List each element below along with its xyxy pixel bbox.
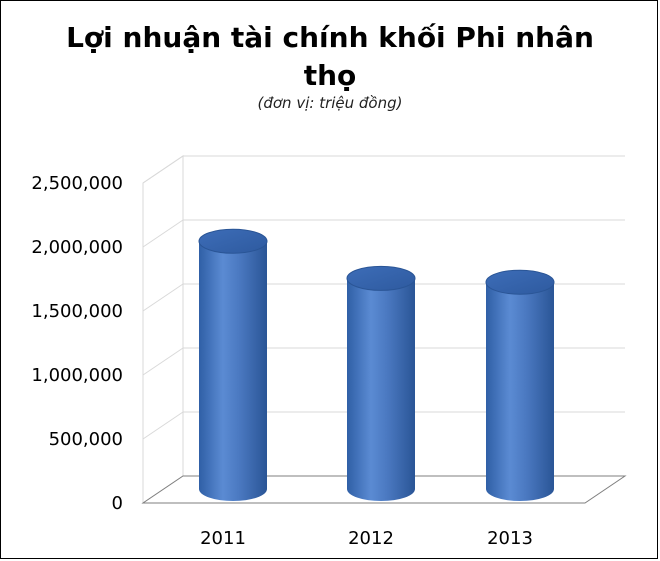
gridline-side <box>142 219 184 248</box>
bar-top <box>346 265 416 291</box>
y-tick-label: 2,500,000 <box>31 173 123 194</box>
chart-title-line1: Lợi nhuận tài chính khối Phi nhân <box>66 21 594 54</box>
chart-title-line2: thọ <box>303 59 357 92</box>
gridline-side <box>142 283 184 312</box>
y-tick-label: 1,000,000 <box>31 365 123 386</box>
side-wall <box>142 155 184 504</box>
bar-body <box>486 282 554 501</box>
bar <box>198 228 268 502</box>
y-axis-ticks: 0 500,000 1,000,000 1,500,000 2,000,000 2,500… <box>31 173 123 514</box>
x-tick-label: 2011 <box>200 528 246 549</box>
x-axis-ticks: 2011 2012 2013 <box>200 528 533 549</box>
y-tick-label: 500,000 <box>49 429 123 450</box>
gridline-side <box>142 155 184 184</box>
gridline-side <box>142 347 184 376</box>
bar-top <box>198 228 268 254</box>
gridline-side <box>142 411 184 440</box>
bar-top <box>485 269 555 295</box>
bars <box>198 228 555 502</box>
y-tick-label: 2,000,000 <box>31 237 123 258</box>
bar-body <box>199 241 267 502</box>
y-tick-label: 0 <box>112 493 123 514</box>
bar-body <box>347 278 415 501</box>
y-tick-label: 1,500,000 <box>31 301 123 322</box>
x-tick-label: 2012 <box>348 528 394 549</box>
chart-subtitle: (đơn vị: triệu đồng) <box>257 94 403 112</box>
bar <box>485 269 555 501</box>
bar <box>346 265 416 501</box>
x-tick-label: 2013 <box>487 528 533 549</box>
